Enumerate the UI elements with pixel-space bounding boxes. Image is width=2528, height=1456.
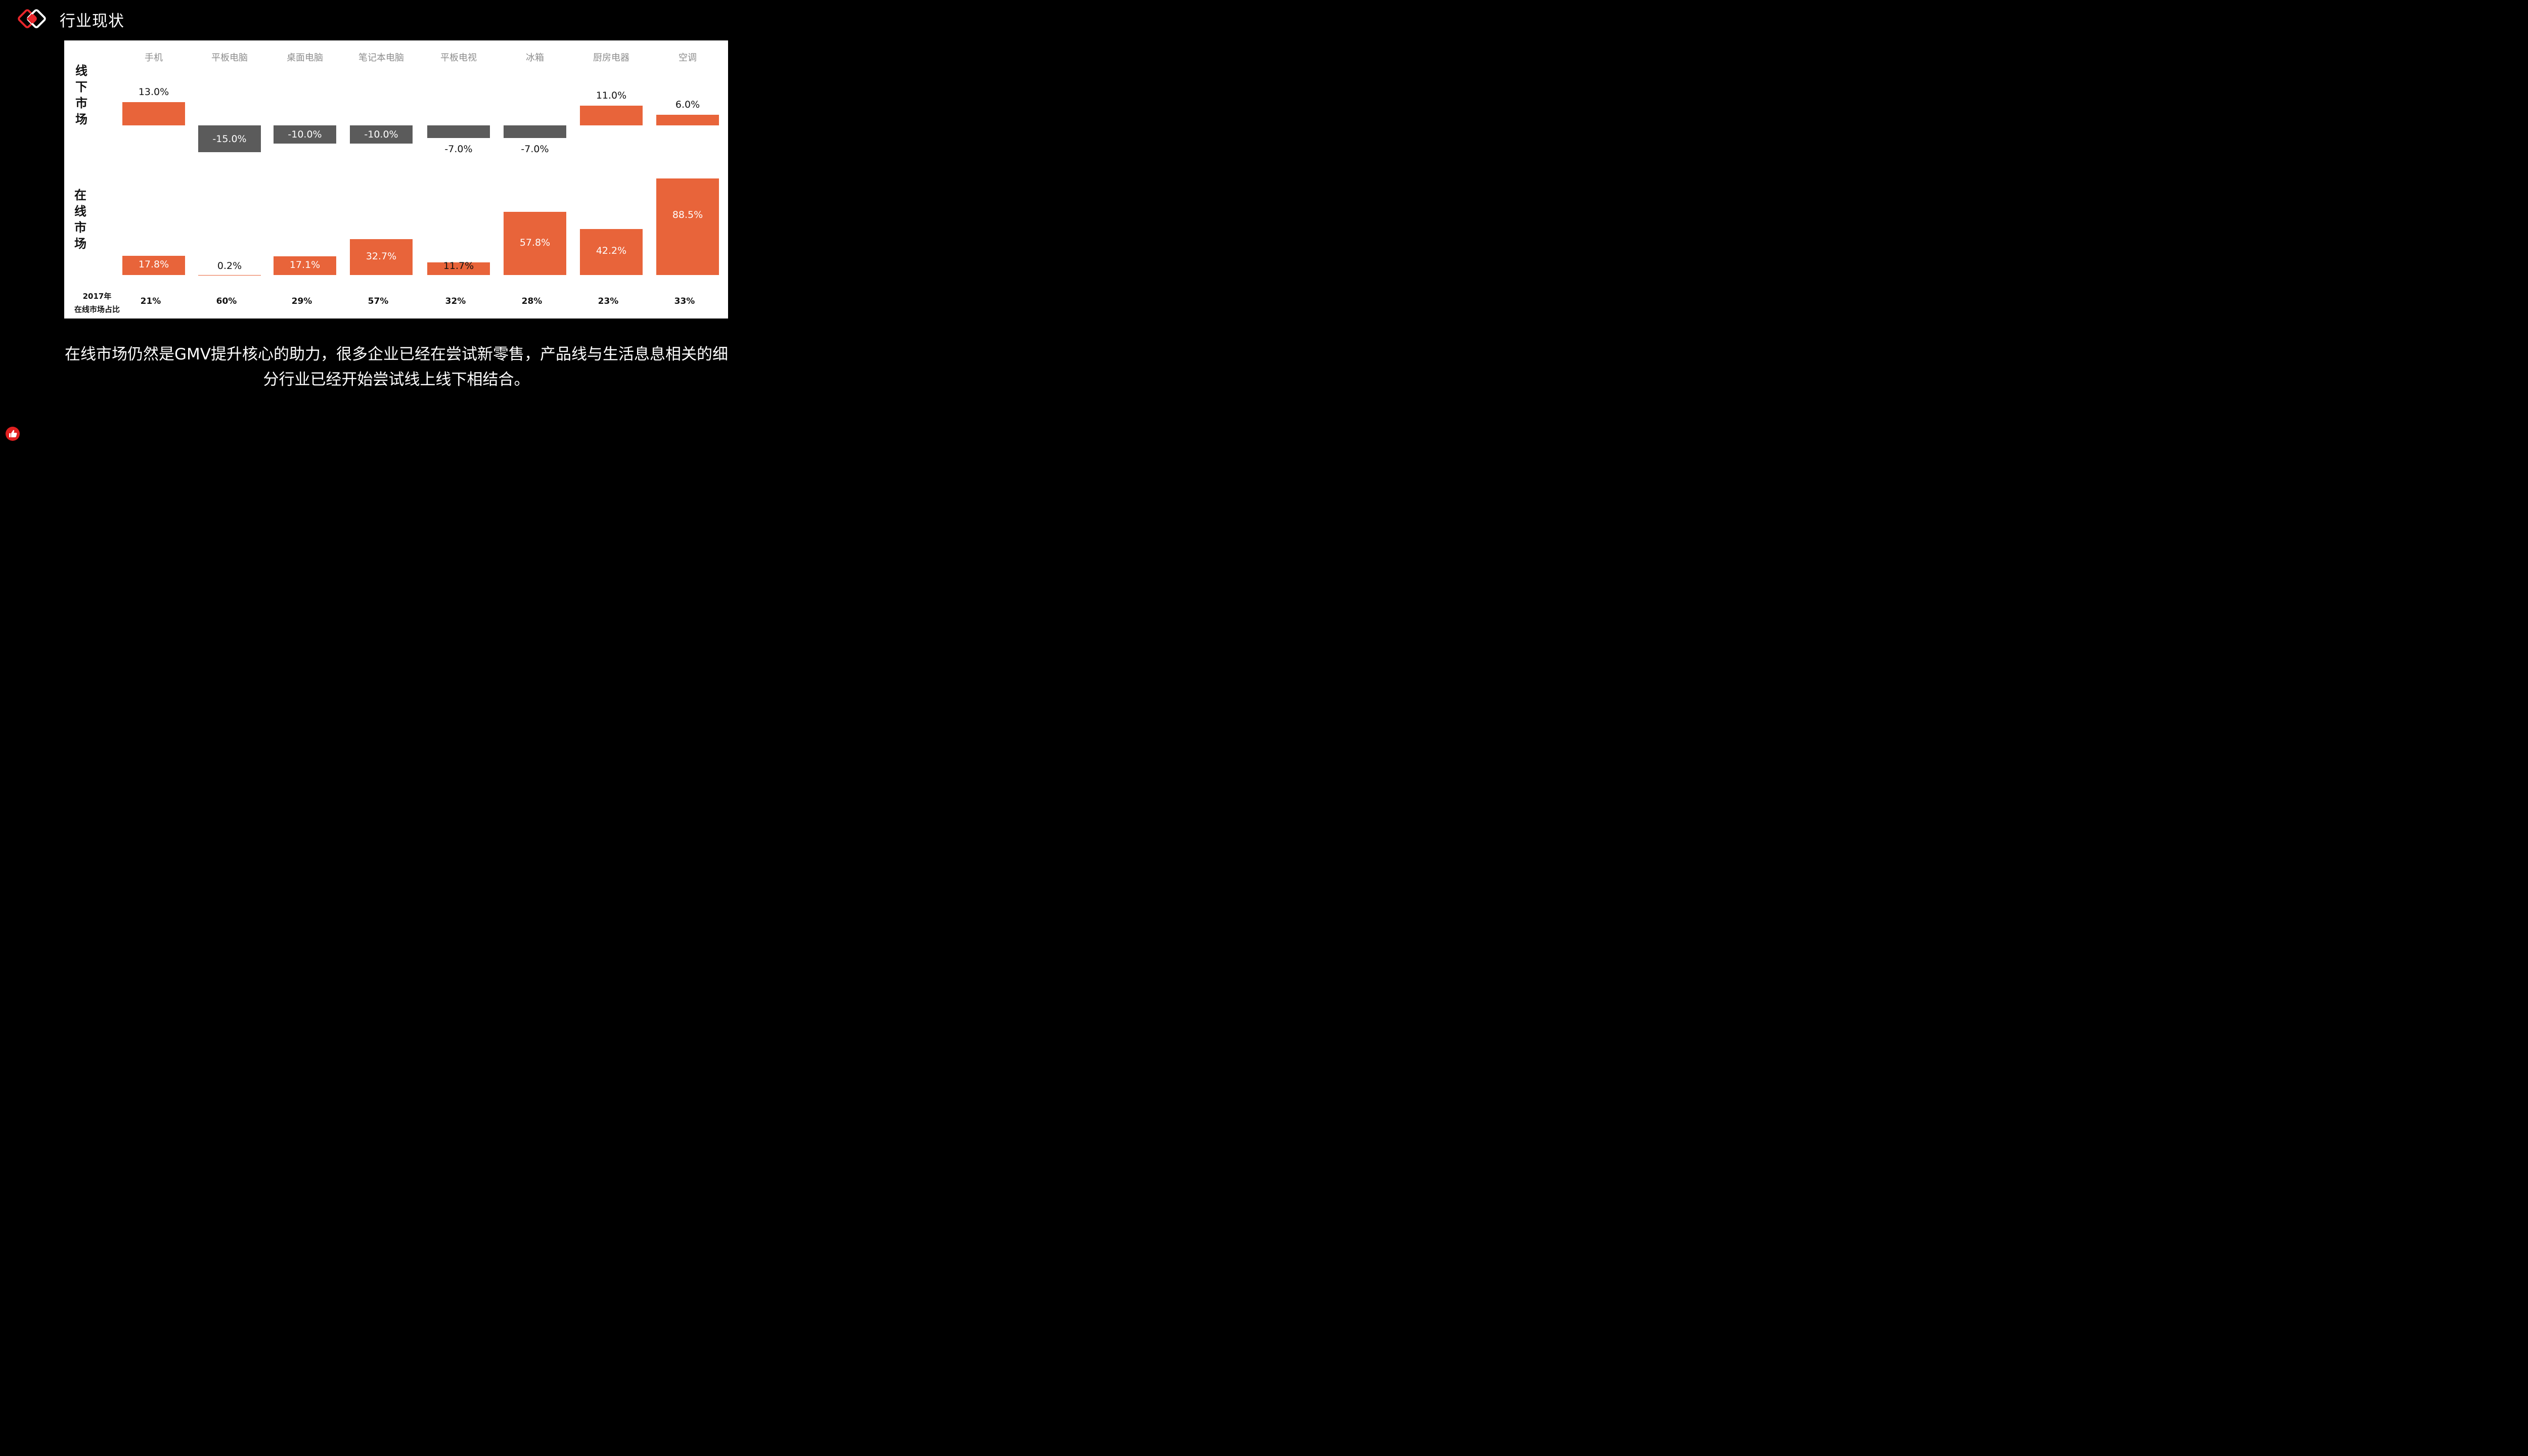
page-title: 行业现状 <box>60 12 124 30</box>
online-row-label-char: 在 <box>74 188 86 202</box>
offline-bar <box>427 125 490 138</box>
offline-bar <box>504 125 566 138</box>
offline-bar <box>580 105 643 125</box>
online-bar-label: 17.8% <box>138 258 169 270</box>
offline-bar-label: -15.0% <box>212 133 247 145</box>
online-bar <box>427 262 490 275</box>
offline-bar-label: 6.0% <box>675 99 700 110</box>
online-bar-label: 57.8% <box>519 237 551 248</box>
category-header: 平板电脑 <box>211 53 248 63</box>
online-bar <box>580 229 643 275</box>
category-header: 手机 <box>145 53 163 63</box>
offline-row-label-char: 市 <box>75 96 87 110</box>
offline-row-label-char: 下 <box>75 80 87 94</box>
header: 行业现状 <box>0 0 793 40</box>
online-bar-label: 32.7% <box>366 250 397 262</box>
online-bar-label: 17.1% <box>289 259 321 270</box>
offline-bar <box>274 125 336 144</box>
online-bar <box>656 178 719 275</box>
online-bar <box>274 256 336 275</box>
offline-bar-label: -10.0% <box>288 128 322 140</box>
online-bar <box>350 239 413 275</box>
footer-label-line1: 2017年 <box>82 292 112 301</box>
offline-bar-label: -7.0% <box>521 143 549 155</box>
online-bar-label: 88.5% <box>672 209 703 220</box>
offline-bar-label: 11.0% <box>596 89 627 101</box>
caption-text: 在线市场仍然是GMV提升核心的助力，很多企业已经在尝试新零售，产品线与生活息息相… <box>65 345 728 389</box>
offline-row-label-char: 场 <box>75 112 87 126</box>
category-header: 冰箱 <box>526 53 544 63</box>
online-bar <box>504 212 566 275</box>
footer-label-line2: 在线市场占比 <box>74 305 120 314</box>
category-header: 平板电视 <box>440 53 477 63</box>
thumbs-up-icon <box>6 427 20 441</box>
online-bar-label: 11.7% <box>443 260 474 271</box>
brand-logo-icon <box>18 9 46 28</box>
online-row-label: 在 线 市 场 <box>69 187 92 252</box>
category-header: 桌面电脑 <box>287 53 323 63</box>
offline-bar <box>198 125 261 153</box>
online-share-value: 28% <box>521 296 543 306</box>
online-share-value: 57% <box>368 296 389 306</box>
offline-bar-label: -10.0% <box>364 128 398 140</box>
online-row-label-char: 线 <box>74 204 86 218</box>
online-share-value: 33% <box>674 296 695 306</box>
online-share-value: 23% <box>598 296 619 306</box>
offline-bar-label: -7.0% <box>444 143 473 155</box>
category-header: 厨房电器 <box>593 53 629 63</box>
category-header: 空调 <box>679 53 697 63</box>
online-row-label-char: 市 <box>74 220 86 235</box>
offline-row-label-char: 线 <box>75 64 87 78</box>
online-bar-label: 0.2% <box>217 260 242 271</box>
chart-panel: 线 下 市 场 在 线 市 场 2017年 在线市场占比 手机 13.0% 17.8… <box>64 40 728 318</box>
online-share-value: 60% <box>216 296 237 306</box>
offline-bar <box>656 114 719 125</box>
online-row-label-char: 场 <box>74 237 86 251</box>
category-header: 笔记本电脑 <box>358 53 404 63</box>
online-share-value: 29% <box>291 296 312 306</box>
footer-label: 2017年 在线市场占比 <box>69 290 125 316</box>
offline-bar <box>122 102 185 125</box>
offline-bar <box>350 125 413 144</box>
online-share-value: 21% <box>140 296 161 306</box>
online-bar <box>122 255 185 275</box>
online-share-value: 32% <box>445 296 466 306</box>
online-bar-label: 42.2% <box>596 245 627 257</box>
offline-row-label: 线 下 市 场 <box>70 63 93 127</box>
offline-bar-label: 13.0% <box>138 86 169 98</box>
